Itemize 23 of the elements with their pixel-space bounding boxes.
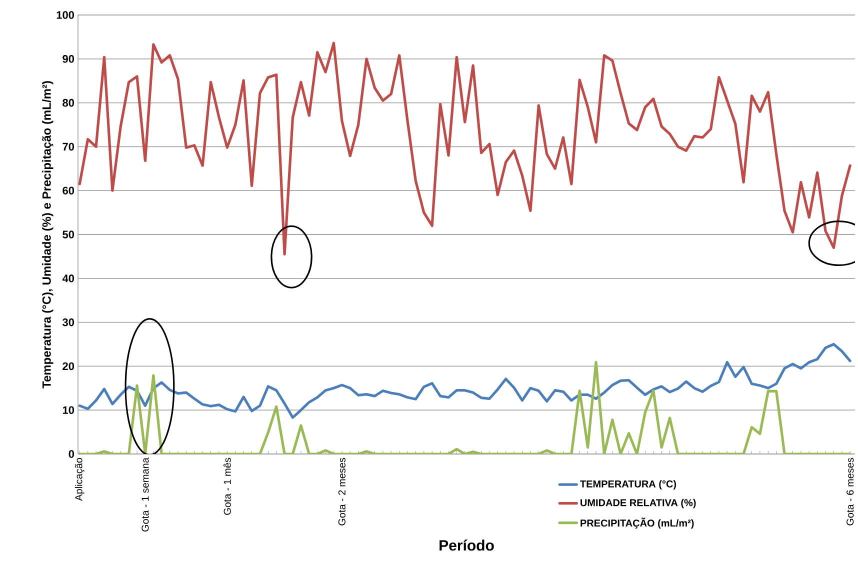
legend-label: PRECIPITAÇÃO (mL/m²): [580, 518, 694, 529]
x-tick-label: Gota - 1 mês: [223, 458, 231, 515]
x-tick-label: Gota - 6 meses: [846, 458, 854, 526]
x-tick-label: Gota - 1 semana: [142, 458, 149, 532]
x-tick-label: Gota - 2 meses: [338, 458, 346, 526]
legend-label: TEMPERATURA (°C): [580, 480, 676, 490]
line-series: [78, 342, 852, 419]
y-tick-label: 70: [62, 142, 74, 151]
y-tick-label: 80: [62, 98, 74, 107]
y-axis-title: Temperatura (°C), Umidade (%) e Precipitação (mL/m²): [42, 81, 54, 388]
y-tick-label: 60: [62, 186, 74, 194]
y-tick-label: 50: [62, 230, 74, 238]
y-tick-label: 20: [62, 362, 74, 370]
legend-label: UMIDADE RELATIVA (%): [580, 498, 696, 508]
y-tick-label: 10: [62, 406, 74, 414]
line-series: [78, 42, 852, 256]
y-tick-label: 0: [68, 450, 74, 458]
y-tick-label: 40: [62, 274, 74, 282]
y-tick-label: 90: [62, 55, 74, 63]
x-tick-label: Aplicação: [74, 458, 84, 501]
y-tick-label: 30: [62, 318, 74, 326]
x-axis-title: Período: [440, 540, 494, 551]
y-tick-label: 100: [56, 11, 74, 19]
